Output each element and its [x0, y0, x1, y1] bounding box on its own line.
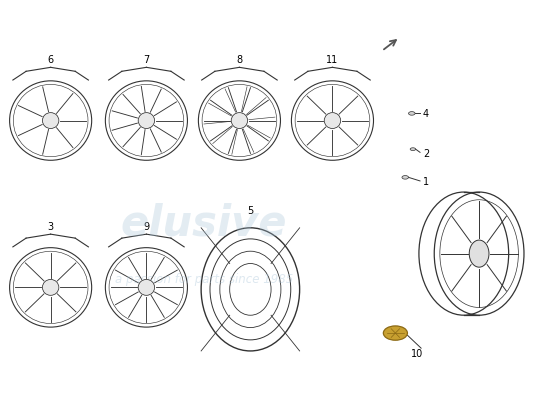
Text: a passion for parts since 1985: a passion for parts since 1985 — [115, 273, 293, 286]
Text: 1: 1 — [423, 177, 429, 187]
Ellipse shape — [409, 112, 415, 115]
Ellipse shape — [324, 113, 340, 128]
Ellipse shape — [138, 113, 155, 128]
Ellipse shape — [231, 113, 248, 128]
Text: 5: 5 — [248, 206, 254, 216]
Text: 9: 9 — [144, 222, 150, 232]
Text: elusive: elusive — [120, 203, 287, 245]
Ellipse shape — [138, 280, 155, 295]
Text: 4: 4 — [423, 109, 429, 119]
Text: 7: 7 — [144, 55, 150, 65]
Ellipse shape — [402, 176, 409, 179]
Text: 6: 6 — [48, 55, 54, 65]
Ellipse shape — [410, 148, 416, 150]
Text: 10: 10 — [411, 349, 424, 359]
Text: 3: 3 — [48, 222, 54, 232]
Ellipse shape — [383, 326, 408, 340]
Ellipse shape — [42, 113, 59, 128]
Ellipse shape — [469, 240, 489, 267]
Text: 8: 8 — [236, 55, 243, 65]
Ellipse shape — [42, 280, 59, 295]
Text: 11: 11 — [326, 55, 339, 65]
Text: 2: 2 — [423, 148, 429, 158]
